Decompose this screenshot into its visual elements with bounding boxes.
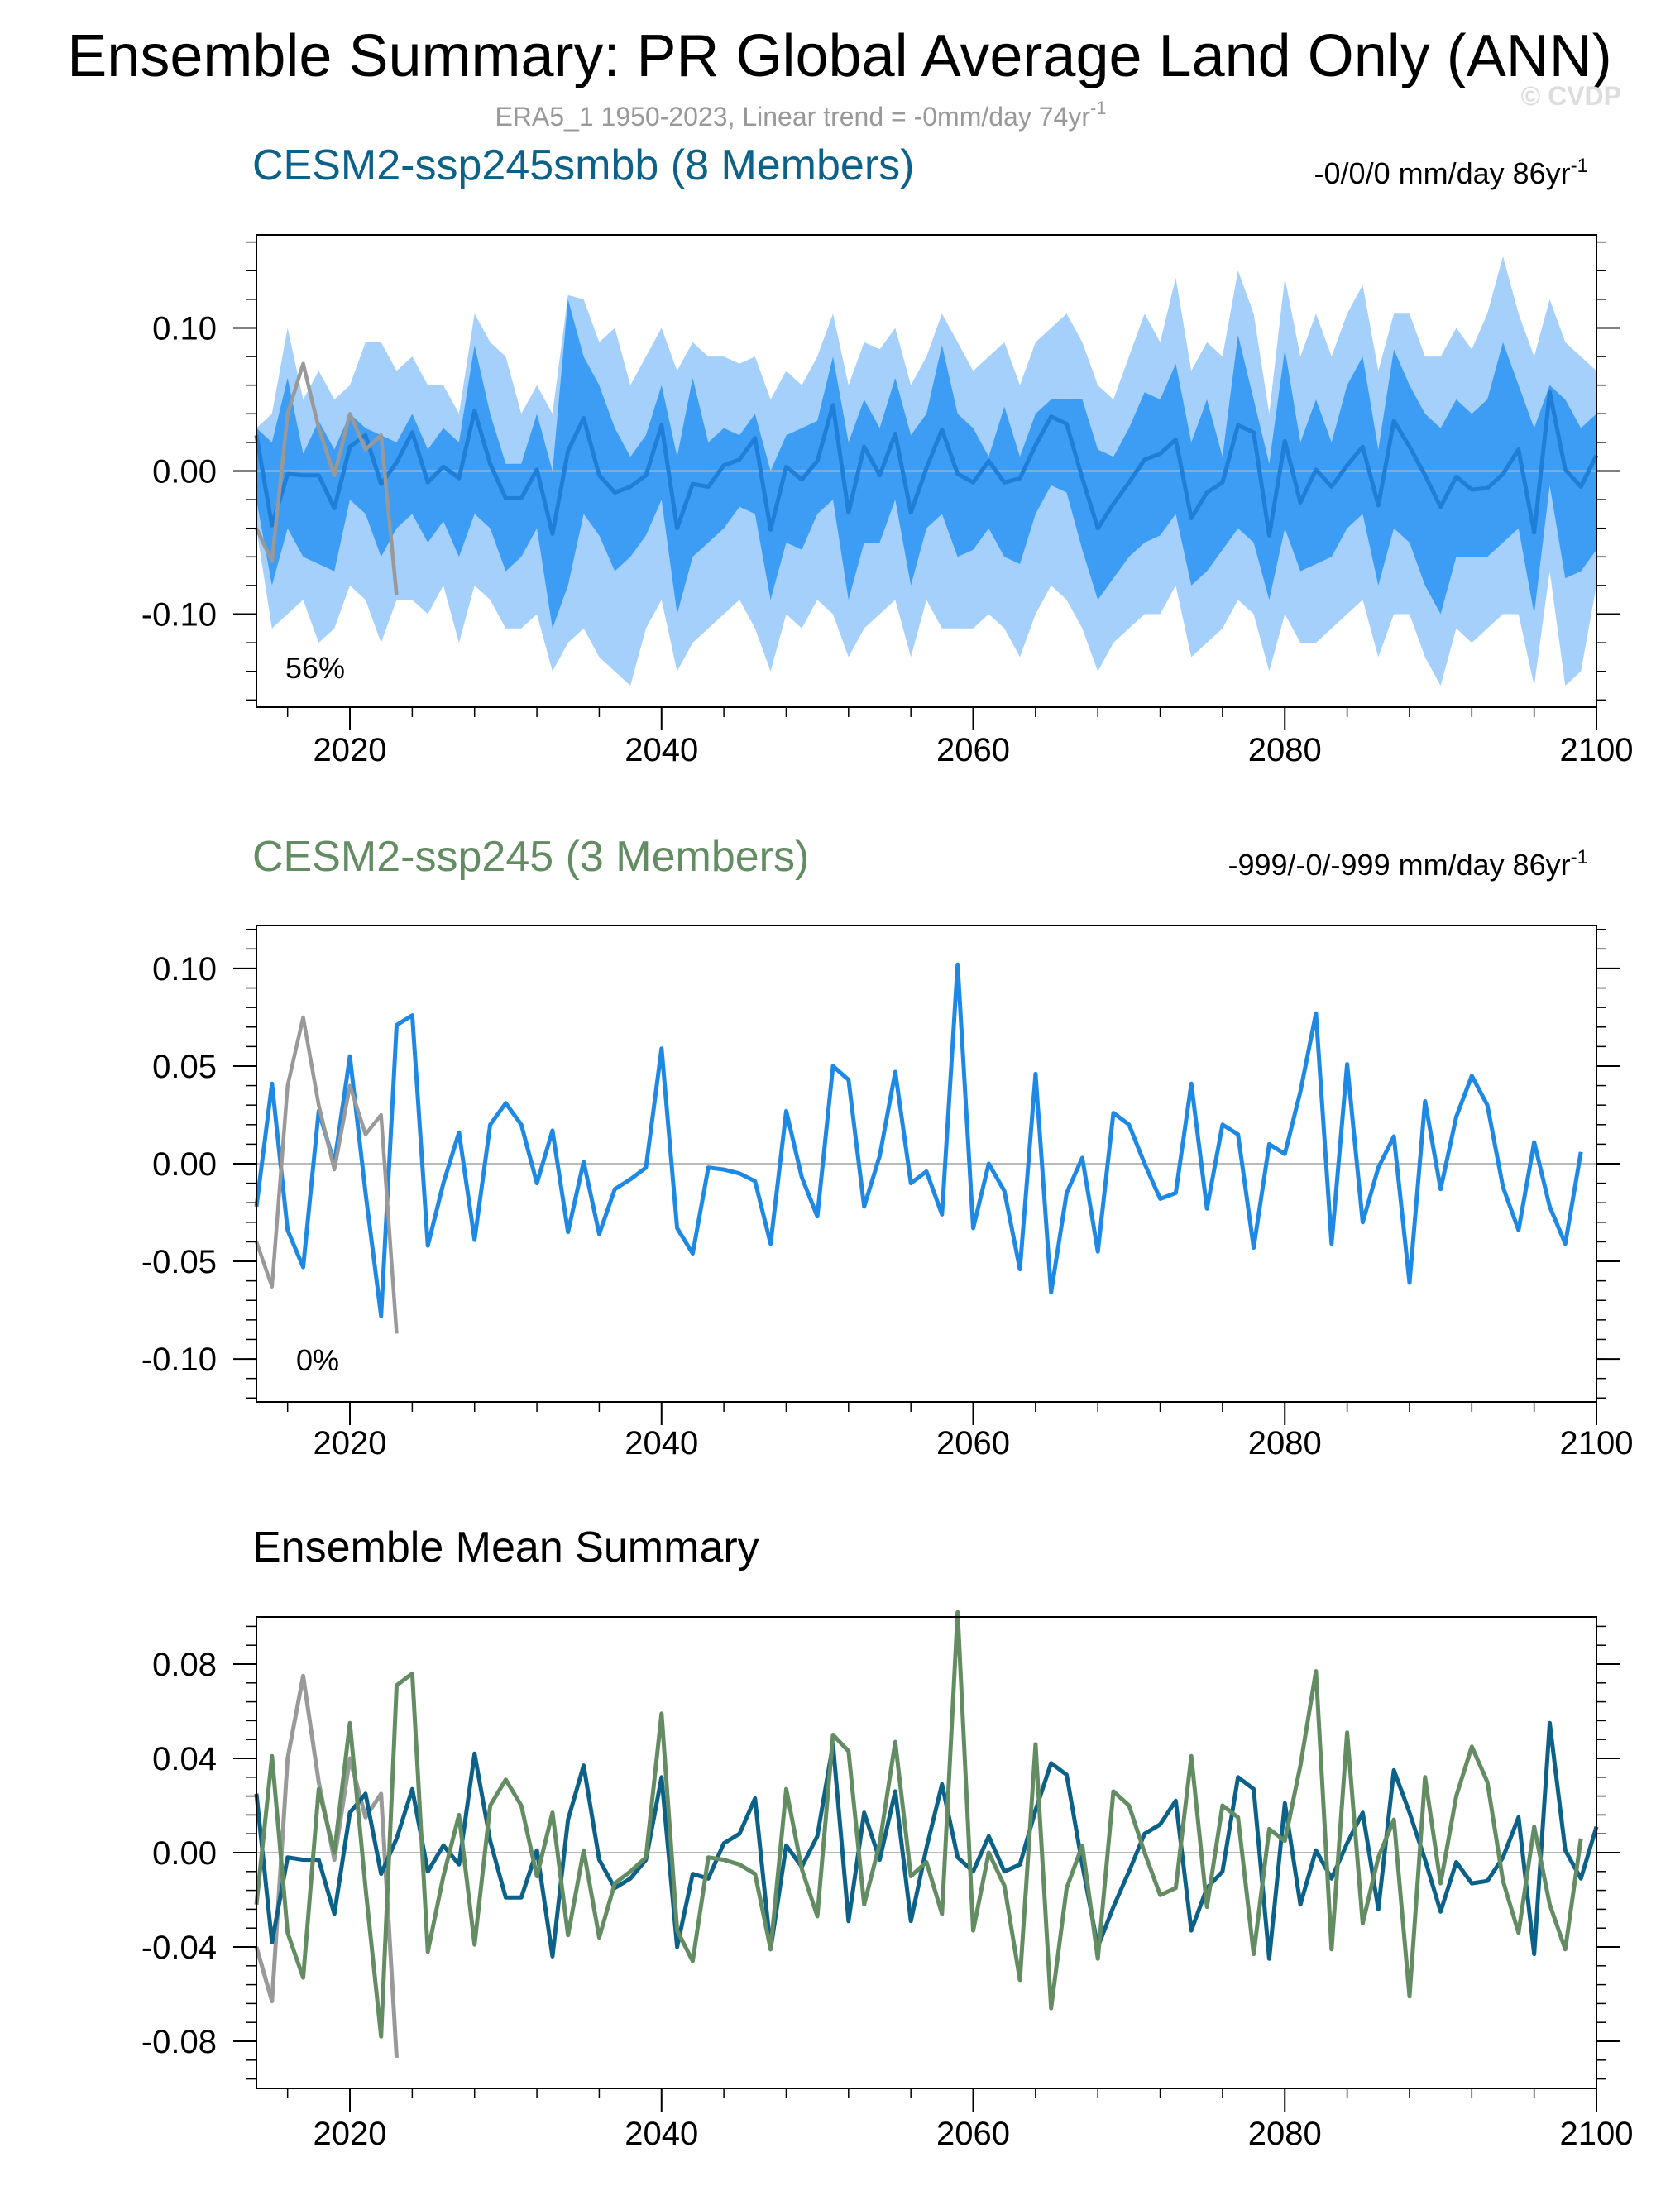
x-tick-label: 2100 xyxy=(1560,2116,1634,2152)
series-line-cesm2-ssp245 xyxy=(254,1610,1583,2039)
panel-ssp245smbb: CESM2-ssp245smbb (8 Members) -0/0/0 mm/d… xyxy=(141,141,1634,768)
panel-title-ensemble-mean: Ensemble Mean Summary xyxy=(252,1523,759,1571)
y-tick-label: 0.08 xyxy=(152,1647,217,1683)
x-tick-label: 2040 xyxy=(625,1425,698,1461)
plot-area-panel3 xyxy=(254,1610,1599,2059)
y-tick-label: 0.00 xyxy=(152,454,217,490)
y-tick-label: -0.04 xyxy=(141,1930,217,1966)
y-tick-label: -0.05 xyxy=(141,1244,217,1280)
x-tick-label: 2080 xyxy=(1248,1425,1322,1461)
plot-area-panel1 xyxy=(254,256,1599,686)
trend-label-ssp245smbb: -0/0/0 mm/day 86yr-1 xyxy=(1314,155,1588,190)
y-tick-label: 0.05 xyxy=(152,1049,217,1085)
x-tick-label: 2100 xyxy=(1560,732,1634,768)
y-tick-label: 0.10 xyxy=(152,310,217,347)
panel-ensemble-mean-summary: Ensemble Mean Summary -0.08 -0.04 0.00 0.04… xyxy=(141,1523,1634,2152)
y-tick-label: 0.00 xyxy=(152,1146,217,1183)
x-tick-label: 2100 xyxy=(1560,1425,1634,1461)
trend-label-ssp245: -999/-0/-999 mm/day 86yr-1 xyxy=(1228,846,1588,882)
y-tick-label: -0.08 xyxy=(141,2024,217,2060)
x-tick-label: 2080 xyxy=(1248,732,1322,768)
figure-subtitle: ERA5_1 1950-2023, Linear trend = -0mm/da… xyxy=(495,98,1106,132)
y-tick-label: 0.00 xyxy=(152,1835,217,1872)
x-tick-label: 2080 xyxy=(1248,2116,1322,2152)
panel-title-ssp245smbb: CESM2-ssp245smbb (8 Members) xyxy=(252,141,914,189)
ensemble-mean-line xyxy=(254,390,1599,538)
ensemble-mean-line xyxy=(254,962,1583,1318)
percent-label-ssp245: 0% xyxy=(296,1343,339,1377)
figure-title: Ensemble Summary: PR Global Average Land… xyxy=(67,23,1611,89)
panel-ssp245: CESM2-ssp245 (3 Members) -999/-0/-999 mm… xyxy=(141,833,1634,1461)
x-tick-label: 2020 xyxy=(314,732,387,768)
y-tick-label: 0.10 xyxy=(152,951,217,988)
y-tick-label: -0.10 xyxy=(141,1342,217,1378)
y-tick-label: -0.10 xyxy=(141,597,217,634)
observations-line xyxy=(254,1015,399,1334)
x-tick-label: 2020 xyxy=(314,1425,387,1461)
x-tick-label: 2040 xyxy=(625,2116,698,2152)
x-tick-label: 2020 xyxy=(314,2116,387,2152)
x-tick-label: 2040 xyxy=(625,732,698,768)
y-tick-label: 0.04 xyxy=(152,1741,217,1777)
x-tick-label: 2060 xyxy=(936,1425,1010,1461)
watermark-text: © CVDP xyxy=(1521,81,1621,111)
x-tick-label: 2060 xyxy=(936,732,1010,768)
percent-label-ssp245smbb: 56% xyxy=(285,651,345,685)
panel-title-ssp245: CESM2-ssp245 (3 Members) xyxy=(252,833,809,881)
x-tick-label: 2060 xyxy=(936,2116,1010,2152)
observations-line xyxy=(254,361,399,596)
plot-area-panel2 xyxy=(254,962,1596,1334)
